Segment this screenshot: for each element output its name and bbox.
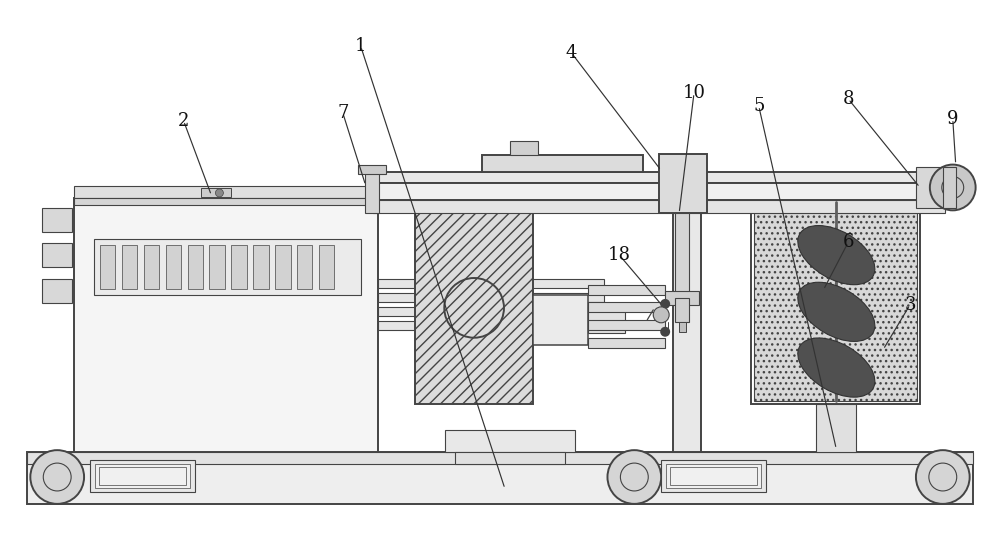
Text: 6: 6	[843, 233, 854, 251]
Bar	[319, 245, 334, 289]
Bar	[275, 245, 291, 289]
Bar	[373, 200, 945, 213]
Text: 9: 9	[947, 110, 958, 128]
Ellipse shape	[798, 338, 875, 397]
Bar	[510, 141, 538, 155]
Bar	[373, 184, 945, 200]
Bar	[209, 245, 225, 289]
Bar	[90, 460, 195, 492]
Bar	[166, 245, 181, 289]
Bar	[358, 165, 386, 174]
Bar	[74, 198, 378, 452]
Bar	[42, 279, 72, 303]
Bar	[659, 153, 707, 213]
Bar	[588, 302, 665, 312]
Bar	[378, 307, 604, 316]
Circle shape	[607, 450, 661, 504]
Bar	[665, 291, 699, 305]
Text: 18: 18	[608, 246, 631, 264]
Text: 1: 1	[355, 37, 366, 55]
Bar	[661, 460, 766, 492]
Bar	[188, 245, 203, 289]
Bar	[588, 338, 665, 348]
Bar	[415, 206, 533, 404]
Bar	[588, 320, 665, 330]
Bar	[94, 239, 361, 295]
Bar	[588, 307, 625, 333]
Bar	[297, 245, 312, 289]
Bar	[74, 186, 378, 198]
Bar	[42, 208, 72, 232]
Bar	[754, 207, 917, 402]
Bar	[588, 285, 665, 295]
Circle shape	[930, 165, 976, 211]
Bar	[378, 279, 604, 288]
Bar	[253, 245, 269, 289]
Bar	[144, 245, 159, 289]
Bar	[943, 166, 956, 208]
Bar	[95, 464, 190, 488]
Text: 3: 3	[904, 296, 916, 314]
Bar	[675, 298, 689, 322]
Text: 8: 8	[843, 90, 854, 108]
Bar	[679, 322, 686, 332]
Ellipse shape	[798, 226, 875, 284]
Bar	[378, 321, 604, 330]
Bar	[670, 467, 757, 485]
Bar	[378, 293, 604, 302]
Text: 10: 10	[683, 84, 706, 102]
Bar	[100, 245, 115, 289]
Bar	[675, 213, 689, 298]
Bar	[99, 467, 186, 485]
Bar	[122, 245, 137, 289]
Ellipse shape	[798, 282, 875, 342]
Bar	[27, 452, 973, 464]
Bar	[751, 203, 920, 404]
Bar	[365, 171, 379, 213]
Bar	[455, 452, 565, 464]
Text: 4: 4	[566, 44, 577, 62]
Circle shape	[30, 450, 84, 504]
Circle shape	[215, 189, 223, 197]
Bar	[816, 404, 856, 452]
Circle shape	[653, 307, 669, 323]
Bar	[231, 245, 247, 289]
Bar	[916, 166, 944, 208]
Bar	[74, 198, 378, 206]
Bar	[754, 207, 917, 402]
Bar	[27, 452, 973, 504]
Bar	[482, 155, 643, 171]
Circle shape	[660, 299, 670, 309]
Text: 5: 5	[753, 97, 764, 115]
Text: 2: 2	[178, 112, 189, 130]
Bar	[445, 430, 575, 452]
Bar	[373, 171, 945, 184]
Circle shape	[916, 450, 970, 504]
Bar	[666, 464, 761, 488]
Bar	[42, 243, 72, 267]
Circle shape	[660, 327, 670, 337]
Bar	[673, 184, 701, 452]
Bar	[201, 189, 231, 198]
Text: 7: 7	[337, 104, 348, 122]
Bar	[533, 295, 588, 344]
